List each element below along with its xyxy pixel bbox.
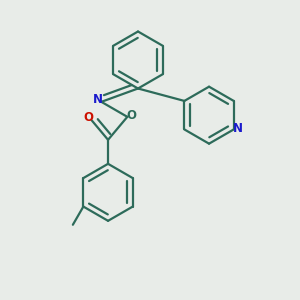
Text: O: O <box>84 111 94 124</box>
Text: N: N <box>92 93 103 106</box>
Text: O: O <box>126 109 136 122</box>
Text: N: N <box>232 122 243 135</box>
